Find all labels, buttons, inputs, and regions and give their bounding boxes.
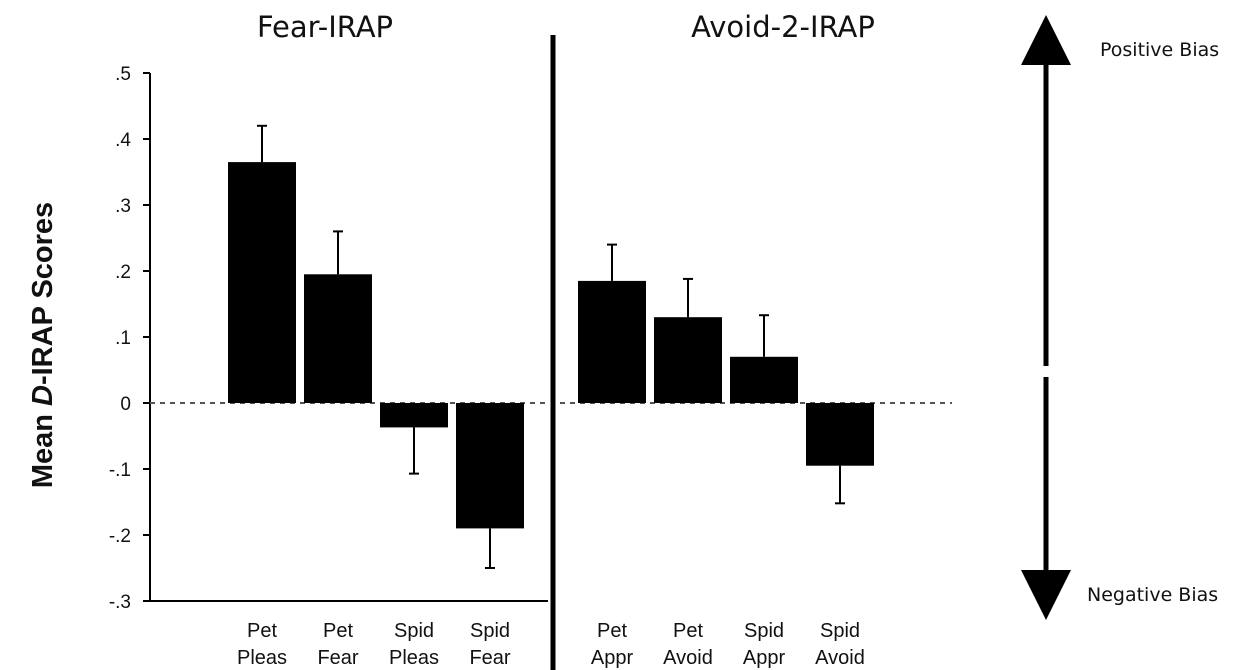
category-label: Pet [673, 620, 703, 642]
category-label: Fear [469, 647, 510, 669]
bar [228, 162, 296, 403]
y-tick-label: .2 [115, 262, 131, 283]
category-label: Pleas [237, 647, 287, 669]
negative-bias-label: Negative Bias [1087, 584, 1218, 606]
bar [730, 356, 798, 403]
y-tick-label: .1 [115, 328, 131, 349]
bar [806, 403, 874, 466]
y-tick-label: -.1 [109, 460, 131, 481]
panel-title-avoid-2-irap: Avoid-2-IRAP [691, 10, 875, 44]
category-label: Fear [317, 647, 358, 669]
category-label: Appr [743, 647, 786, 669]
bar [578, 280, 646, 403]
category-label: Spid [470, 620, 510, 642]
category-label: Avoid [663, 647, 713, 669]
category-label: Spid [820, 620, 860, 642]
y-tick-label: .5 [115, 64, 131, 85]
category-label: Pet [597, 620, 627, 642]
bar [380, 403, 448, 428]
positive-bias-label: Positive Bias [1100, 39, 1219, 61]
y-tick-label: -.3 [109, 592, 131, 613]
y-tick-label: .4 [115, 130, 131, 151]
y-tick-label: 0 [120, 394, 131, 415]
panel-title-fear-irap: Fear-IRAP [257, 10, 393, 44]
category-label: Spid [744, 620, 784, 642]
category-label: Appr [591, 647, 634, 669]
category-label: Pet [323, 620, 353, 642]
y-axis-label: Mean D-IRAP Scores [27, 202, 59, 488]
category-label: Pleas [389, 647, 439, 669]
y-tick-label: .3 [115, 196, 131, 217]
category-label: Avoid [815, 647, 865, 669]
category-label: Spid [394, 620, 434, 642]
bar [654, 317, 722, 403]
bar [456, 403, 524, 529]
y-tick-label: -.2 [109, 526, 131, 547]
bar [304, 274, 372, 403]
category-label: Pet [247, 620, 277, 642]
